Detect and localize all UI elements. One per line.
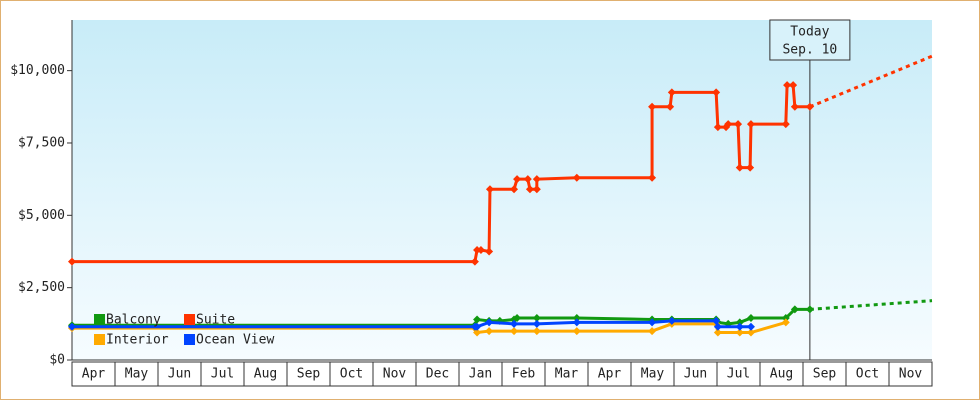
point — [476, 246, 485, 255]
point — [746, 163, 755, 172]
x-tick-label: Aug — [254, 367, 277, 382]
point — [473, 322, 482, 331]
point — [510, 185, 519, 194]
point — [735, 163, 744, 172]
point — [532, 314, 541, 323]
x-tick-label: Jul — [727, 367, 750, 382]
point — [510, 319, 519, 328]
legend-swatch — [94, 314, 105, 325]
point — [485, 327, 494, 336]
point — [667, 316, 676, 325]
point — [648, 318, 657, 327]
x-tick-label: Nov — [899, 367, 923, 382]
x-tick-label: Jan — [469, 367, 492, 382]
x-tick-label: Apr — [598, 367, 622, 382]
point — [648, 102, 657, 111]
point — [781, 318, 790, 327]
point — [532, 175, 541, 184]
point — [666, 102, 675, 111]
x-tick-label: Nov — [383, 367, 407, 382]
series-line — [72, 83, 810, 264]
point — [473, 315, 482, 324]
point — [735, 328, 744, 337]
x-tick-label: May — [125, 367, 149, 382]
point — [734, 120, 743, 129]
point — [805, 305, 814, 314]
point — [525, 185, 534, 194]
point — [746, 314, 755, 323]
point — [746, 120, 755, 129]
point — [532, 327, 541, 336]
point — [648, 327, 657, 336]
point — [735, 318, 744, 327]
point — [713, 123, 722, 132]
point — [735, 322, 744, 331]
today-date: Sep. 10 — [782, 43, 837, 58]
point — [485, 185, 494, 194]
point — [510, 327, 519, 336]
x-tick-label: Jun — [684, 367, 707, 382]
point — [789, 81, 798, 90]
x-tick-label: Sep — [297, 367, 321, 382]
x-tick-label: Feb — [512, 367, 536, 382]
point — [790, 305, 799, 314]
point — [713, 328, 722, 337]
today-box — [769, 19, 851, 61]
legend-swatch — [94, 334, 105, 345]
point — [746, 322, 755, 331]
x-tick-label: Apr — [82, 367, 106, 382]
point — [68, 257, 76, 266]
point — [485, 247, 494, 256]
x-tick-label: Dec — [426, 367, 449, 382]
y-tick-label: $10,000 — [10, 63, 65, 78]
point — [513, 175, 522, 184]
x-tick-label: May — [641, 367, 665, 382]
x-tick-label: Mar — [555, 367, 579, 382]
point — [713, 322, 722, 331]
point — [572, 318, 581, 327]
x-tick-label: Aug — [770, 367, 793, 382]
point — [572, 314, 581, 323]
x-tick-label: Sep — [813, 367, 837, 382]
point — [68, 322, 76, 331]
point — [790, 102, 799, 111]
today-label: Today — [790, 25, 829, 40]
point — [746, 328, 755, 337]
y-tick-label: $5,000 — [18, 208, 65, 223]
y-tick-label: $7,500 — [18, 135, 65, 150]
legend-label: Interior — [106, 333, 169, 348]
point — [572, 327, 581, 336]
point — [572, 173, 581, 182]
point — [648, 173, 657, 182]
point — [724, 120, 733, 129]
point — [781, 314, 790, 323]
point — [712, 88, 721, 97]
y-tick-label: $2,500 — [18, 280, 65, 295]
legend-swatch — [184, 334, 195, 345]
point — [783, 81, 792, 90]
legend-swatch — [184, 314, 195, 325]
x-tick-label: Oct — [340, 367, 363, 382]
point — [532, 319, 541, 328]
legend-label: Balcony — [106, 313, 161, 328]
legend-label: Suite — [196, 313, 235, 328]
point — [712, 316, 721, 325]
legend-label: Ocean View — [196, 333, 274, 348]
x-tick-label: Jun — [168, 367, 191, 382]
y-tick-label: $0 — [49, 353, 65, 368]
point — [805, 102, 814, 111]
point — [667, 88, 676, 97]
point — [781, 120, 790, 129]
point — [470, 257, 479, 266]
point — [513, 314, 522, 323]
forecast-line — [809, 54, 933, 109]
x-tick-label: Jul — [211, 367, 234, 382]
point — [485, 318, 494, 327]
point — [523, 175, 532, 184]
x-tick-label: Oct — [856, 367, 879, 382]
point — [532, 185, 541, 194]
